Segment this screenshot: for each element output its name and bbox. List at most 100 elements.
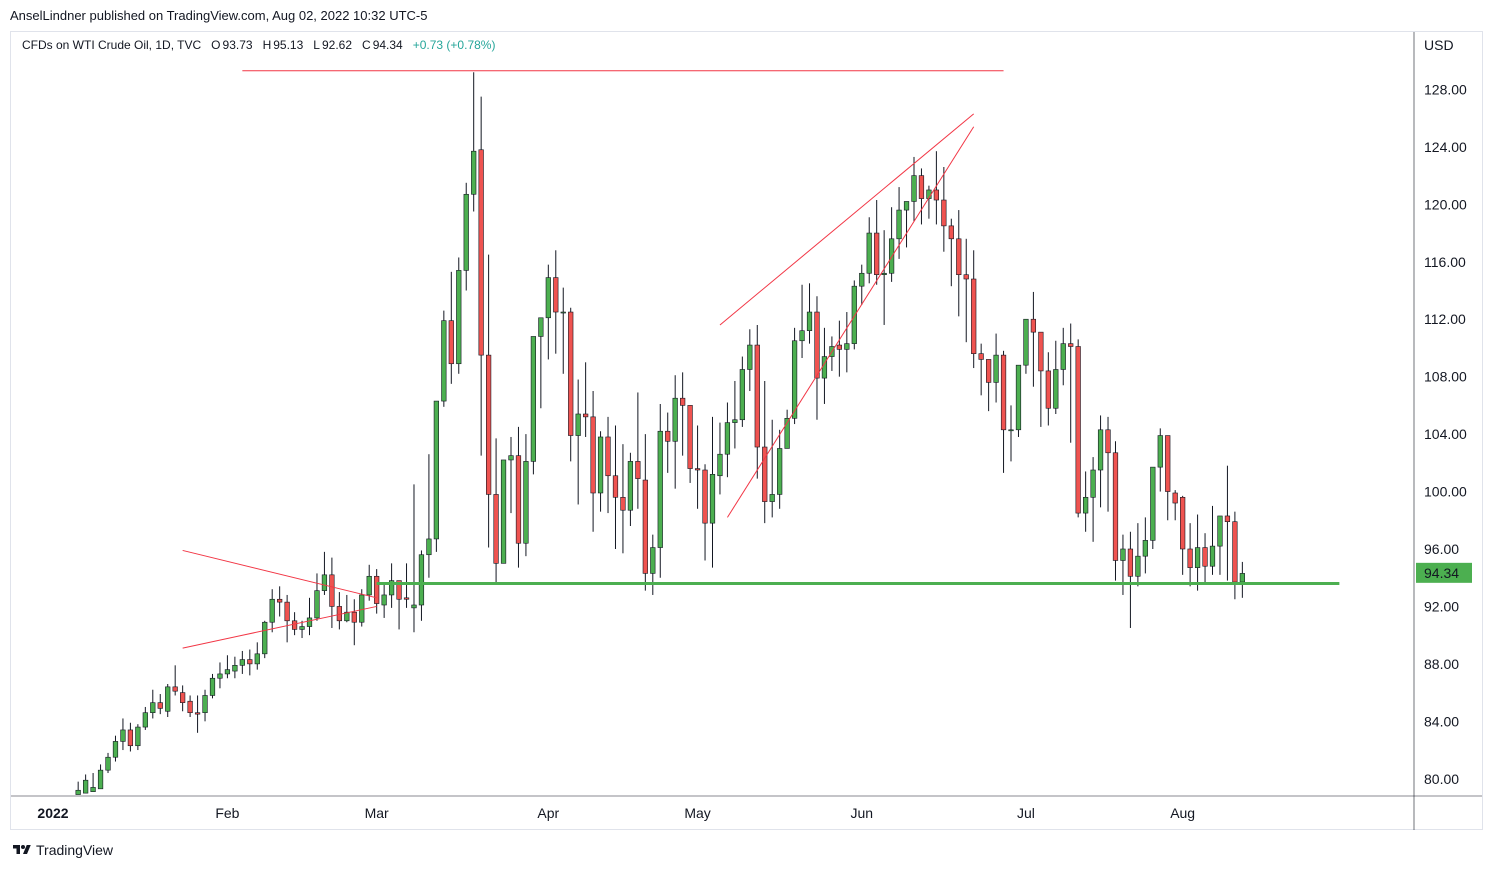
candle — [941, 166, 947, 252]
candle-body — [680, 397, 686, 406]
candle-body — [329, 574, 335, 607]
candle-body — [597, 436, 604, 494]
candle-body — [1068, 343, 1074, 347]
candle-body — [575, 413, 581, 436]
candle — [754, 324, 760, 479]
candle-body — [956, 238, 962, 275]
legend-open-label: O — [211, 38, 221, 52]
plot-area — [75, 70, 1340, 795]
candle-body — [1075, 346, 1081, 514]
candle — [262, 620, 268, 659]
legend-change: +0.73 (+0.78%) — [412, 38, 496, 52]
candle-body — [1165, 435, 1171, 492]
candle-body — [859, 272, 865, 287]
candle-body — [941, 199, 947, 227]
candle — [1150, 466, 1156, 549]
candle — [456, 257, 462, 374]
candle-body — [1172, 492, 1178, 504]
candle-body — [1232, 521, 1238, 583]
candle-body — [366, 575, 372, 596]
candle-body — [844, 343, 850, 350]
candle-body — [105, 756, 111, 771]
legend-close: 94.34 — [372, 38, 403, 52]
candle — [1075, 339, 1081, 518]
candle — [426, 454, 432, 578]
candle — [784, 409, 790, 449]
candle-body — [187, 700, 193, 714]
candle-body — [1150, 466, 1156, 541]
candle-body — [687, 405, 693, 469]
candle — [1142, 517, 1148, 574]
candle — [777, 429, 783, 509]
candle-body — [1180, 496, 1186, 550]
candle — [881, 230, 887, 325]
candle-body — [135, 726, 141, 747]
candle — [1023, 318, 1029, 374]
y-tick-label: 80.00 — [1424, 771, 1459, 787]
candle-body — [411, 604, 417, 609]
candle-body — [739, 369, 745, 421]
candle — [150, 689, 156, 719]
candle-body — [1097, 429, 1104, 471]
tradingview-brand[interactable]: TradingView — [12, 842, 113, 858]
candle — [538, 317, 544, 409]
legend-close-label: C — [362, 38, 371, 52]
candle-body — [351, 611, 357, 623]
candle — [687, 405, 693, 483]
candle-body — [1045, 370, 1051, 409]
candle-body — [426, 538, 432, 556]
candle-body — [493, 494, 499, 564]
candle-body — [986, 359, 992, 383]
candle — [90, 773, 96, 792]
candle — [717, 422, 723, 495]
candle — [888, 207, 895, 282]
candle-body — [486, 354, 492, 495]
candle — [142, 706, 148, 730]
candle-body — [1060, 343, 1066, 370]
candle — [366, 564, 372, 601]
candle-body — [590, 416, 596, 494]
candle — [418, 550, 425, 621]
candle-body — [388, 580, 395, 596]
candle-body — [709, 474, 716, 524]
candle-body — [120, 729, 126, 742]
candle-body — [971, 278, 977, 354]
candle — [1187, 523, 1193, 587]
candle-body — [471, 150, 477, 195]
candle-body — [150, 702, 156, 714]
candle-body — [1030, 318, 1037, 333]
candle-body — [1127, 548, 1134, 577]
candle-body — [344, 611, 350, 622]
candle — [120, 718, 126, 751]
candle-body — [291, 620, 298, 630]
candle-body — [665, 430, 671, 442]
candle — [933, 151, 939, 225]
candle-body — [433, 400, 439, 540]
candle — [1097, 415, 1104, 508]
candle — [926, 185, 932, 219]
candle-body — [993, 354, 999, 383]
candle — [217, 662, 223, 689]
candle-body — [448, 320, 454, 365]
candle — [709, 416, 716, 568]
candle — [993, 333, 999, 403]
candle — [1209, 505, 1216, 575]
candle-body — [754, 344, 760, 448]
candle-body — [635, 461, 641, 479]
candle — [321, 551, 328, 595]
candle-body — [112, 741, 119, 758]
y-tick-label: 100.00 — [1424, 484, 1467, 500]
candle-body — [732, 419, 738, 423]
candle-body — [672, 397, 678, 442]
candle-body — [1194, 547, 1201, 568]
candle — [642, 434, 648, 591]
candle — [336, 592, 342, 630]
candle — [903, 201, 910, 248]
candle-body — [396, 580, 402, 600]
candle-body — [500, 459, 507, 564]
candle — [1202, 533, 1208, 584]
candle — [978, 343, 984, 396]
candle-body — [620, 496, 626, 511]
candle-body — [538, 317, 544, 337]
